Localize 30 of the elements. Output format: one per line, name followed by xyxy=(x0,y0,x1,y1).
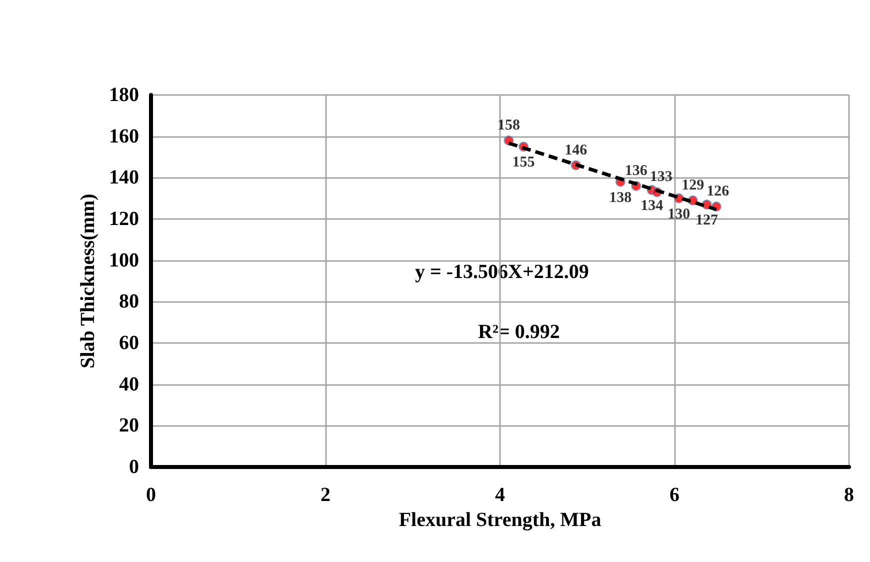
x-tick-label: 6 xyxy=(670,484,680,506)
data-label: 146 xyxy=(564,142,588,158)
data-label: 136 xyxy=(624,162,648,179)
data-label: 133 xyxy=(650,169,672,186)
data-label: 155 xyxy=(512,154,535,171)
data-label: 130 xyxy=(668,206,690,222)
data-label: 138 xyxy=(609,190,632,206)
data-label: 126 xyxy=(706,184,730,200)
x-tick-label: 4 xyxy=(495,484,505,506)
y-tick-label: 40 xyxy=(119,373,139,396)
y-axis-title: Slab Thickness(mm) xyxy=(77,194,100,368)
y-tick-label: 0 xyxy=(129,456,139,478)
y-tick-label: 80 xyxy=(119,290,139,313)
y-tick-label: 160 xyxy=(109,125,139,148)
x-tick-label: 2 xyxy=(320,484,330,506)
annotation: y = -13.506X+212.09 xyxy=(415,261,589,283)
annotation: R²= 0.992 xyxy=(478,321,560,343)
data-label: 134 xyxy=(640,198,664,214)
data-label: 158 xyxy=(497,117,520,134)
x-axis-title: Flexural Strength, MPa xyxy=(398,508,602,531)
data-label: 127 xyxy=(696,212,719,229)
y-tick-label: 140 xyxy=(109,166,139,189)
y-tick-label: 20 xyxy=(119,414,139,437)
x-tick-label: 0 xyxy=(146,484,156,506)
x-tick-label: 8 xyxy=(844,484,854,506)
y-tick-label: 100 xyxy=(109,249,139,272)
data-label: 129 xyxy=(682,177,704,194)
y-tick-label: 180 xyxy=(109,84,139,106)
y-tick-label: 60 xyxy=(119,332,139,354)
y-tick-label: 120 xyxy=(109,208,139,230)
